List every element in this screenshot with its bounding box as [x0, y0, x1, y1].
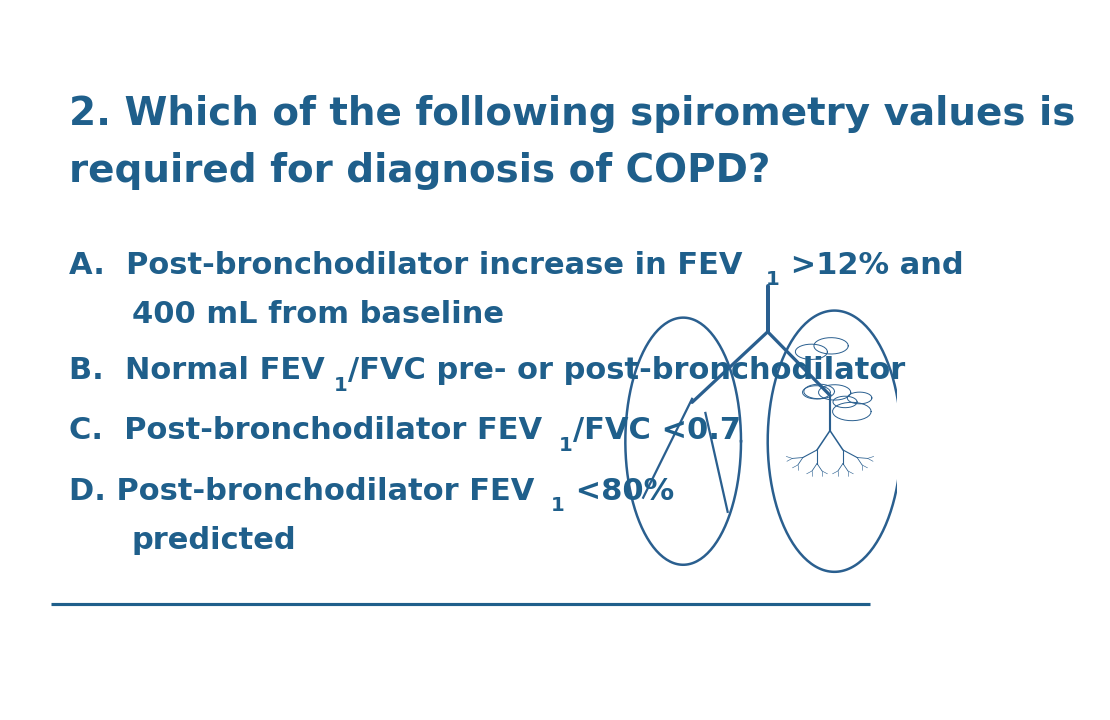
- Text: B.  Normal FEV: B. Normal FEV: [69, 356, 325, 385]
- Text: <80%: <80%: [565, 477, 674, 505]
- Text: 1: 1: [558, 436, 573, 455]
- Text: 1: 1: [766, 270, 779, 289]
- Text: 2. Which of the following spirometry values is: 2. Which of the following spirometry val…: [69, 95, 1076, 133]
- Text: /FVC <0.7: /FVC <0.7: [573, 416, 740, 446]
- Text: /FVC pre- or post-bronchodilator: /FVC pre- or post-bronchodilator: [347, 356, 906, 385]
- Text: A.  Post-bronchodilator increase in FEV: A. Post-bronchodilator increase in FEV: [69, 251, 743, 279]
- Text: 400 mL from baseline: 400 mL from baseline: [131, 300, 504, 329]
- Text: predicted: predicted: [131, 526, 296, 555]
- Text: D. Post-bronchodilator FEV: D. Post-bronchodilator FEV: [69, 477, 535, 505]
- Text: >12% and: >12% and: [780, 251, 963, 279]
- Text: 1: 1: [334, 377, 347, 395]
- Text: required for diagnosis of COPD?: required for diagnosis of COPD?: [69, 152, 770, 189]
- Text: 1: 1: [551, 496, 564, 516]
- Text: C.  Post-bronchodilator FEV: C. Post-bronchodilator FEV: [69, 416, 543, 446]
